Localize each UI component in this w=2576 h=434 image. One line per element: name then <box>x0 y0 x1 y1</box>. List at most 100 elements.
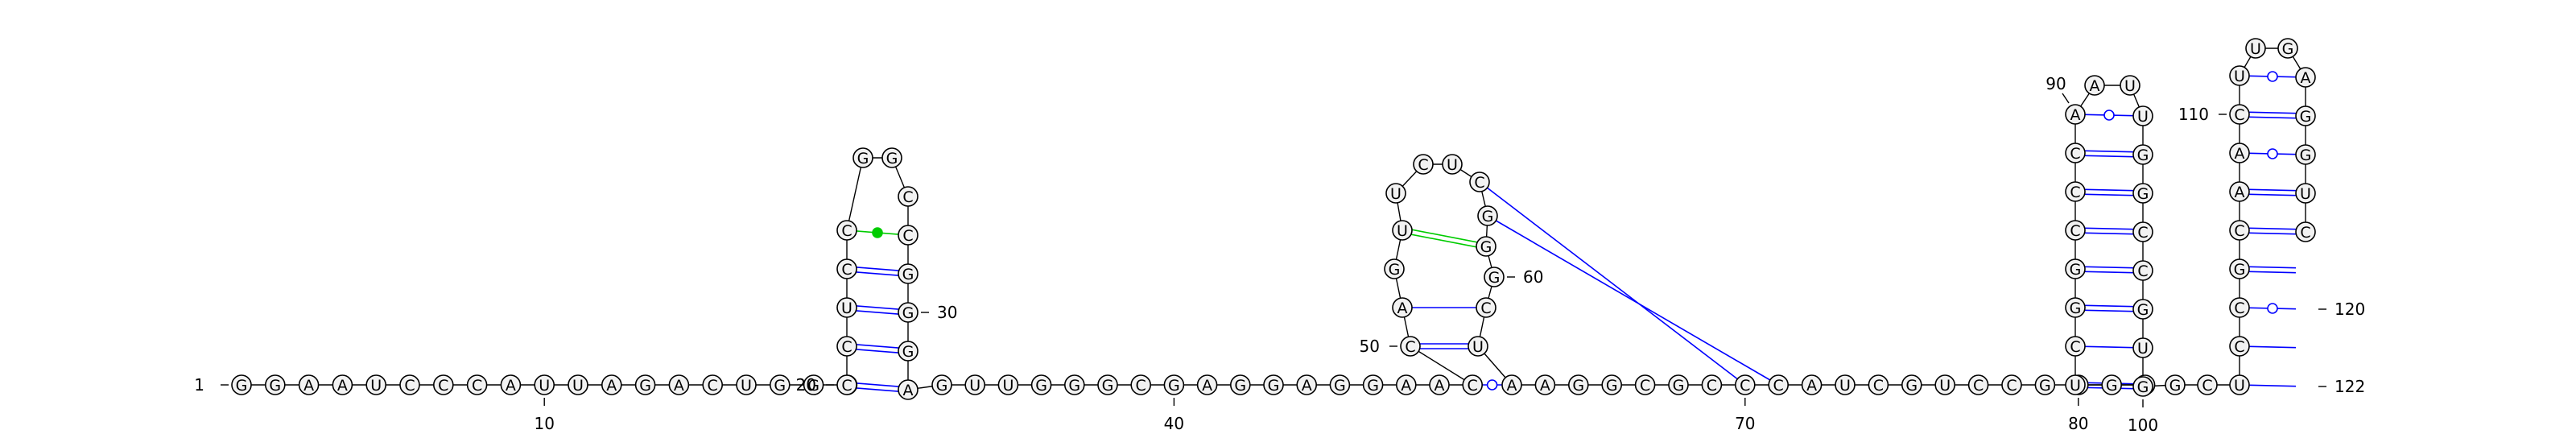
nucleotide-letter: C <box>2070 145 2080 163</box>
nucleotide-circle <box>836 258 857 279</box>
nucleotide-circle <box>2132 376 2153 397</box>
base-pair-gu <box>1482 379 1502 391</box>
nucleotide-74: C <box>1868 374 1889 395</box>
nucleotide-circle <box>1030 374 1052 395</box>
nucleotide-100: G <box>2132 376 2153 397</box>
nucleotide-letter: G <box>902 266 914 283</box>
position-label: 70 <box>1735 398 1756 433</box>
nucleotide-90: A <box>2065 104 2086 125</box>
nucleotide-circle <box>736 374 757 395</box>
nucleotide-85: G <box>2065 297 2086 318</box>
nucleotide-circle <box>1484 267 1505 287</box>
nucleotide-circle <box>1601 374 1622 395</box>
nucleotide-letter: C <box>841 261 852 279</box>
nucleotide-circle <box>2001 374 2022 395</box>
nucleotide-letter: G <box>807 377 819 395</box>
nucleotide-circle <box>1768 374 1789 395</box>
nucleotide-letter: G <box>2137 147 2149 164</box>
nucleotide-87: C <box>2065 220 2086 241</box>
nucleotide-circle <box>634 374 656 395</box>
nucleotide-circle <box>1329 374 1351 395</box>
pseudoknot-link <box>1479 181 1746 386</box>
nucleotide-letter: G <box>269 377 281 395</box>
nucleotide-45: G <box>1329 374 1351 395</box>
nucleotide-circle <box>2065 336 2086 357</box>
nucleotide-18: G <box>803 374 824 395</box>
nucleotide-73: U <box>1835 374 1856 395</box>
nucleotide-circle <box>601 374 622 395</box>
nucleotide-70: C <box>1735 374 1756 395</box>
nucleotide-101: G <box>2165 374 2186 395</box>
nucleotide-letter: A <box>1202 377 1212 395</box>
nucleotide-107: C <box>2229 220 2250 241</box>
nucleotide-117: U <box>2295 183 2316 204</box>
nucleotide-25: G <box>852 147 873 168</box>
nucleotide-letter: A <box>337 377 348 395</box>
nucleotide-102: C <box>2197 374 2218 395</box>
nucleotide-circle <box>332 374 353 395</box>
nucleotide-circle <box>836 297 857 318</box>
nucleotide-circle <box>836 220 857 241</box>
nucleotide-circle <box>2229 336 2250 357</box>
nucleotide-circle <box>769 374 791 395</box>
base-pair-gu <box>2084 110 2134 121</box>
nucleotide-letter: U <box>2234 377 2245 395</box>
nucleotide-letter: C <box>1740 377 1750 395</box>
nucleotide-circle <box>898 186 919 207</box>
nucleotide-letter: A <box>1806 377 1817 395</box>
nucleotide-letter: A <box>606 377 617 395</box>
nucleotide-letter: C <box>472 377 482 395</box>
nucleotide-letter: U <box>1002 377 1013 395</box>
nucleotide-letter: G <box>2070 261 2082 279</box>
position-number: 90 <box>2046 74 2066 93</box>
nucleotide-letter: G <box>2137 378 2149 396</box>
nucleotide-60: G <box>1484 267 1505 287</box>
nucleotide-9: A <box>500 374 522 395</box>
nucleotide-3: A <box>298 374 320 395</box>
nucleotide-circle <box>1801 374 1823 395</box>
nucleotide-circle <box>898 263 919 284</box>
nucleotide-28: C <box>898 225 919 246</box>
base-pair-layer <box>856 71 2297 392</box>
nucleotide-circle <box>898 302 919 323</box>
nucleotide-20: C <box>836 374 857 395</box>
nucleotide-letter: U <box>1839 377 1851 395</box>
base-pair-single <box>2248 384 2297 387</box>
position-number: 50 <box>1360 337 1380 356</box>
nucleotide-circle <box>2229 143 2250 163</box>
nucleotide-letter: G <box>2106 377 2118 395</box>
nucleotide-letter: C <box>1474 174 1484 192</box>
nucleotide-letter: G <box>2234 261 2246 279</box>
nucleotide-circle <box>2277 38 2298 59</box>
nucleotide-letter: U <box>370 377 382 395</box>
nucleotide-111: U <box>2229 65 2250 86</box>
position-number: 120 <box>2334 300 2365 319</box>
nucleotide-letter: G <box>1035 377 1047 395</box>
position-label: 1 <box>194 375 229 395</box>
nucleotide-67: C <box>1634 374 1656 395</box>
nucleotide-circle <box>2197 374 2218 395</box>
nucleotide-61: C <box>1476 297 1496 318</box>
nucleotide-letter: C <box>2234 338 2244 356</box>
nucleotide-38: G <box>1097 374 1118 395</box>
nucleotide-letter: C <box>708 377 718 395</box>
nucleotide-circle <box>2132 337 2153 358</box>
nucleotide-letter: G <box>2300 108 2312 126</box>
nucleotide-letter: G <box>1268 377 1280 395</box>
nucleotide-65: G <box>1568 374 1589 395</box>
nucleotide-letter: A <box>903 382 914 399</box>
nucleotide-letter: G <box>1905 377 1918 395</box>
nucleotide-circle <box>2065 374 2086 395</box>
nucleotide-circle <box>2295 67 2316 88</box>
nucleotide-letter: G <box>1334 377 1346 395</box>
nucleotide-letter: G <box>902 304 914 322</box>
base-pair-wc <box>856 344 899 353</box>
nucleotide-88: C <box>2065 181 2086 202</box>
nucleotide-letter: G <box>1606 377 1618 395</box>
nucleotide-6: C <box>399 374 420 395</box>
nucleotide-26: G <box>881 147 902 168</box>
position-number: 40 <box>1164 414 1184 433</box>
nucleotide-letter: C <box>2137 224 2148 242</box>
nucleotide-circle <box>2065 143 2086 163</box>
